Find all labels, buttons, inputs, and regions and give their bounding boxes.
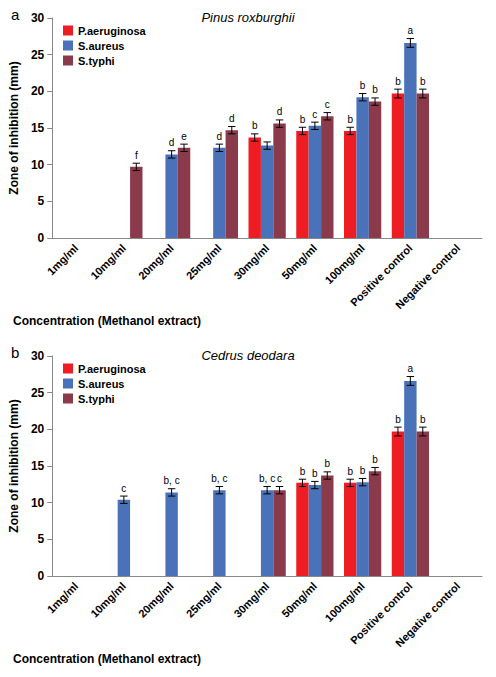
svg-text:Positive control: Positive control xyxy=(347,241,415,309)
svg-text:b: b xyxy=(420,414,426,425)
svg-text:c: c xyxy=(277,473,282,484)
svg-text:b: b xyxy=(420,76,426,87)
svg-text:a: a xyxy=(408,25,414,36)
svg-text:a: a xyxy=(408,363,414,374)
svg-text:Zone of inhibition (mm): Zone of inhibition (mm) xyxy=(7,399,21,532)
svg-text:b: b xyxy=(347,114,353,125)
svg-text:10: 10 xyxy=(31,158,45,172)
svg-text:a: a xyxy=(11,6,20,23)
svg-text:30mg/ml: 30mg/ml xyxy=(231,580,271,620)
svg-text:50mg/ml: 50mg/ml xyxy=(279,580,319,620)
svg-text:S.aureus: S.aureus xyxy=(78,378,124,390)
svg-text:b, c: b, c xyxy=(164,475,180,486)
svg-text:Positive control: Positive control xyxy=(347,579,415,647)
svg-text:b: b xyxy=(325,458,331,469)
svg-text:10mg/ml: 10mg/ml xyxy=(88,242,128,282)
svg-text:Cedrus deodara: Cedrus deodara xyxy=(201,348,294,363)
svg-text:25: 25 xyxy=(31,48,45,62)
svg-text:b: b xyxy=(312,468,318,479)
svg-text:0: 0 xyxy=(38,231,45,245)
svg-text:b, c: b, c xyxy=(259,473,275,484)
svg-text:b: b xyxy=(252,120,258,131)
svg-text:e: e xyxy=(181,131,187,142)
svg-text:d: d xyxy=(169,137,175,148)
svg-text:100mg/ml: 100mg/ml xyxy=(323,242,367,286)
svg-text:20: 20 xyxy=(31,422,45,436)
svg-text:0: 0 xyxy=(38,569,45,583)
svg-text:P.aeruginosa: P.aeruginosa xyxy=(78,25,147,37)
svg-text:1mg/ml: 1mg/ml xyxy=(45,580,81,616)
svg-text:b: b xyxy=(360,465,366,476)
svg-text:b: b xyxy=(347,466,353,477)
svg-text:Concentration (Methanol extrac: Concentration (Methanol extract) xyxy=(13,314,201,328)
svg-text:25mg/ml: 25mg/ml xyxy=(184,242,224,282)
svg-text:15: 15 xyxy=(31,459,45,473)
svg-text:25: 25 xyxy=(31,386,45,400)
svg-text:b: b xyxy=(395,414,401,425)
svg-text:10: 10 xyxy=(31,496,45,510)
svg-text:Zone of inhibition (mm): Zone of inhibition (mm) xyxy=(7,61,21,194)
svg-text:30mg/ml: 30mg/ml xyxy=(231,242,271,282)
svg-text:Concentration (Methanol extrac: Concentration (Methanol extract) xyxy=(13,652,201,666)
svg-text:10mg/ml: 10mg/ml xyxy=(88,580,128,620)
svg-text:30: 30 xyxy=(31,349,45,363)
svg-text:1mg/ml: 1mg/ml xyxy=(45,242,81,278)
svg-text:d: d xyxy=(217,131,223,142)
svg-text:d: d xyxy=(277,106,283,117)
svg-text:b: b xyxy=(300,466,306,477)
svg-text:b: b xyxy=(300,114,306,125)
svg-text:c: c xyxy=(312,109,317,120)
svg-text:20: 20 xyxy=(31,84,45,98)
svg-text:c: c xyxy=(325,99,330,110)
svg-text:100mg/ml: 100mg/ml xyxy=(323,580,367,624)
svg-text:b: b xyxy=(11,344,19,361)
svg-text:d: d xyxy=(229,113,235,124)
svg-text:P.aeruginosa: P.aeruginosa xyxy=(78,363,147,375)
svg-text:50mg/ml: 50mg/ml xyxy=(279,242,319,282)
svg-text:Negative control: Negative control xyxy=(393,580,462,649)
svg-text:b, c: b, c xyxy=(211,473,227,484)
svg-text:15: 15 xyxy=(31,121,45,135)
svg-text:c: c xyxy=(121,483,126,494)
svg-text:20mg/ml: 20mg/ml xyxy=(136,242,176,282)
svg-text:b: b xyxy=(372,454,378,465)
svg-text:5: 5 xyxy=(38,532,45,546)
svg-text:25mg/ml: 25mg/ml xyxy=(184,580,224,620)
svg-text:Pinus roxburghii: Pinus roxburghii xyxy=(201,10,295,25)
svg-text:b: b xyxy=(372,84,378,95)
svg-text:20mg/ml: 20mg/ml xyxy=(136,580,176,620)
svg-text:S.typhi: S.typhi xyxy=(78,393,115,405)
svg-text:S.aureus: S.aureus xyxy=(78,40,124,52)
svg-text:b: b xyxy=(360,80,366,91)
svg-text:b: b xyxy=(395,76,401,87)
svg-text:S.typhi: S.typhi xyxy=(78,55,115,67)
svg-text:Negative control: Negative control xyxy=(393,242,462,311)
svg-text:5: 5 xyxy=(38,194,45,208)
svg-text:30: 30 xyxy=(31,11,45,25)
svg-text:f: f xyxy=(135,150,138,161)
